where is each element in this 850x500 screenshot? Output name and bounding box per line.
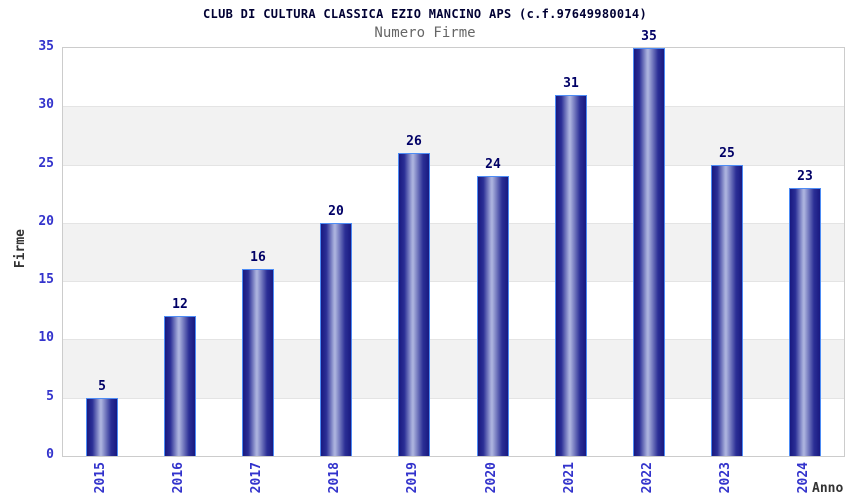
y-tick-label: 25 bbox=[38, 156, 54, 171]
bar bbox=[320, 223, 352, 456]
x-tick-label: 2016 bbox=[171, 462, 186, 494]
x-tick-label: 2015 bbox=[93, 462, 108, 494]
bar bbox=[789, 188, 821, 456]
gridline bbox=[63, 339, 844, 341]
x-tick-label: 2022 bbox=[640, 462, 655, 494]
gridline bbox=[63, 164, 844, 166]
x-tick-label: 2021 bbox=[562, 462, 577, 494]
y-axis-label: Firme bbox=[13, 229, 28, 269]
x-tick-label: 2018 bbox=[327, 462, 342, 494]
chart-subtitle: Numero Firme bbox=[374, 25, 476, 41]
x-tick-label: 2019 bbox=[405, 462, 420, 494]
x-tick-label: 2023 bbox=[718, 462, 733, 494]
plot-area: 5 12 16 20 26 24 31 35 25 23 bbox=[62, 29, 845, 457]
bar-value-label: 20 bbox=[328, 204, 344, 219]
y-tick-label: 20 bbox=[38, 214, 54, 229]
bar bbox=[555, 95, 587, 456]
background-band bbox=[63, 106, 844, 165]
chart-title: CLUB DI CULTURA CLASSICA EZIO MANCINO AP… bbox=[203, 7, 647, 21]
x-tick-label: 2024 bbox=[796, 462, 811, 494]
gridline bbox=[63, 397, 844, 399]
x-tick-label: 2020 bbox=[484, 462, 499, 494]
y-tick-label: 5 bbox=[46, 389, 54, 404]
y-tick-label: 35 bbox=[38, 39, 54, 54]
x-axis-label: Anno bbox=[812, 481, 844, 496]
bar bbox=[86, 398, 118, 456]
bar-value-label: 31 bbox=[563, 76, 579, 91]
bar-value-label: 26 bbox=[406, 134, 422, 149]
gridline bbox=[63, 106, 844, 108]
y-tick-label: 30 bbox=[38, 97, 54, 112]
bar-value-label: 16 bbox=[250, 250, 266, 265]
gridline bbox=[63, 222, 844, 224]
bar-value-label: 25 bbox=[719, 146, 735, 161]
bar bbox=[711, 165, 743, 456]
y-tick-label: 15 bbox=[38, 272, 54, 287]
bar-value-label: 5 bbox=[98, 379, 106, 394]
y-tick-label: 0 bbox=[46, 447, 54, 462]
gridline bbox=[63, 281, 844, 283]
bar bbox=[477, 176, 509, 456]
bar bbox=[633, 48, 665, 456]
x-tick-label: 2017 bbox=[249, 462, 264, 494]
bar bbox=[398, 153, 430, 456]
bar-value-label: 23 bbox=[797, 169, 813, 184]
y-tick-label: 10 bbox=[38, 330, 54, 345]
bar-value-label: 24 bbox=[485, 157, 501, 172]
bar bbox=[164, 316, 196, 456]
bar bbox=[242, 269, 274, 456]
bar-value-label: 12 bbox=[172, 297, 188, 312]
bar-value-label: 35 bbox=[641, 29, 657, 44]
